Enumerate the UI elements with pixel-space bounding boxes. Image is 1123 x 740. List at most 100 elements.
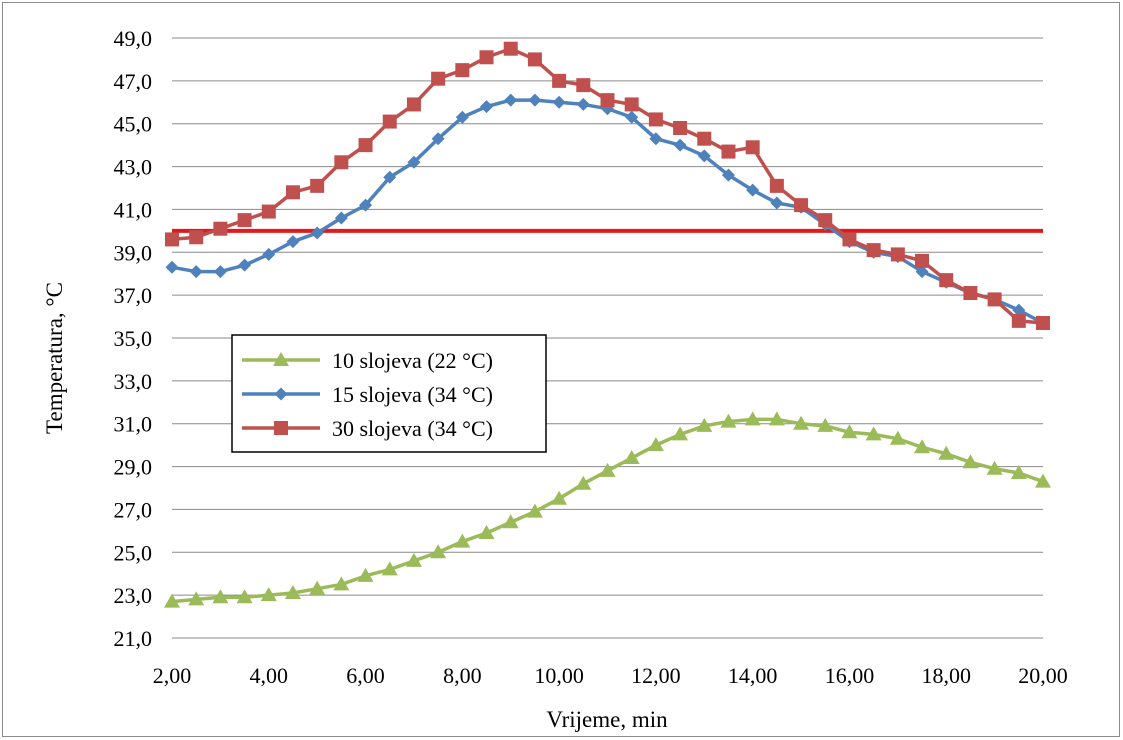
data-point [381,561,398,576]
x-tick-label: 6,00 [346,663,385,688]
data-point [720,413,737,428]
data-point [383,170,397,184]
x-tick-label: 10,00 [534,663,584,688]
data-point [552,95,566,109]
data-point [479,50,494,65]
legend-item: 15 slojeva (34 °C) [242,382,493,407]
data-point [938,445,955,460]
data-point [672,426,689,441]
y-tick-label: 29,0 [114,455,153,480]
data-point [261,204,276,219]
data-point [623,450,640,464]
legend-item: 30 slojeva (34 °C) [242,416,493,441]
data-point [986,460,1003,475]
data-point [212,589,229,604]
data-point [237,213,252,228]
legend-marker [274,421,288,435]
x-axis-tick-labels: 2,00 4,00 6,00 8,00 10,00 12,00 14,00 16,00 18,0… [153,663,1068,688]
data-point [721,168,735,182]
y-tick-label: 41,0 [114,197,153,222]
x-tick-label: 16,00 [825,663,875,688]
data-point [793,415,810,430]
data-point [260,587,277,602]
data-point [624,97,639,112]
data-point [745,140,760,155]
grid-lines [172,37,1043,639]
data-point [478,525,495,539]
data-point [504,93,518,107]
x-tick-label: 2,00 [153,663,192,688]
data-point [768,411,785,426]
data-point [575,475,592,490]
data-point [744,411,761,426]
y-tick-label: 23,0 [114,583,153,608]
data-point [649,132,663,146]
data-point [696,417,713,432]
data-point [189,265,203,279]
data-point [962,454,979,469]
data-point [357,567,374,582]
data-point [455,110,469,124]
x-tick-label: 4,00 [250,663,289,688]
data-point [1035,473,1051,488]
data-point [817,417,834,432]
data-point [382,114,397,129]
data-point [915,253,930,268]
data-point [818,213,833,228]
data-point [236,589,253,604]
legend-items: 10 slojeva (22 °C) 15 slojeva (34 °C) 30 s… [242,348,493,441]
legend-label: 30 slojeva (34 °C) [332,416,493,441]
data-point [552,73,567,88]
data-point [333,576,350,591]
data-point [431,132,445,146]
data-point [334,155,349,170]
data-point [1012,303,1026,317]
data-point [359,198,373,212]
series-diamond [165,93,1050,330]
data-point [600,93,615,108]
data-point [551,490,568,505]
y-tick-label: 21,0 [114,626,153,651]
data-point [648,112,663,127]
x-tick-label: 8,00 [443,663,482,688]
data-point [963,286,978,300]
data-point [865,426,882,441]
data-point [358,138,373,153]
data-point [164,593,180,608]
x-tick-label: 18,00 [921,663,971,688]
data-point [915,265,929,279]
y-tick-label: 27,0 [114,497,153,522]
data-point [454,533,471,548]
data-point [697,131,712,146]
data-point [939,273,954,288]
data-point [889,430,906,445]
data-point [769,178,784,193]
y-tick-label: 37,0 [114,283,153,308]
data-point [721,144,736,159]
data-point [310,226,324,240]
data-point [599,462,616,477]
legend-marker [274,387,288,401]
y-axis-tick-labels: 21,0 23,0 25,0 27,0 29,0 31,0 33,0 35,0 37,0 39,0… [114,26,153,651]
data-point [213,265,227,279]
y-axis-title: Temperatura, °C [42,282,67,434]
legend: 10 slojeva (22 °C) 15 slojeva (34 °C) 30 s… [231,334,547,453]
data-point [238,258,252,272]
data-point [284,585,301,599]
data-point [647,437,664,452]
data-point [405,552,422,567]
data-point [842,232,857,247]
data-point [527,52,542,67]
data-point [455,63,470,78]
data-point [502,514,519,529]
data-point [213,221,228,236]
legend-label: 10 slojeva (22 °C) [332,348,493,373]
x-axis-title: Vrijeme, min [546,707,668,732]
data-point [285,185,300,200]
data-point [794,198,809,213]
data-point [1036,316,1050,330]
data-point [914,439,931,454]
x-tick-label: 14,00 [728,663,778,688]
series-layer [164,41,1051,608]
